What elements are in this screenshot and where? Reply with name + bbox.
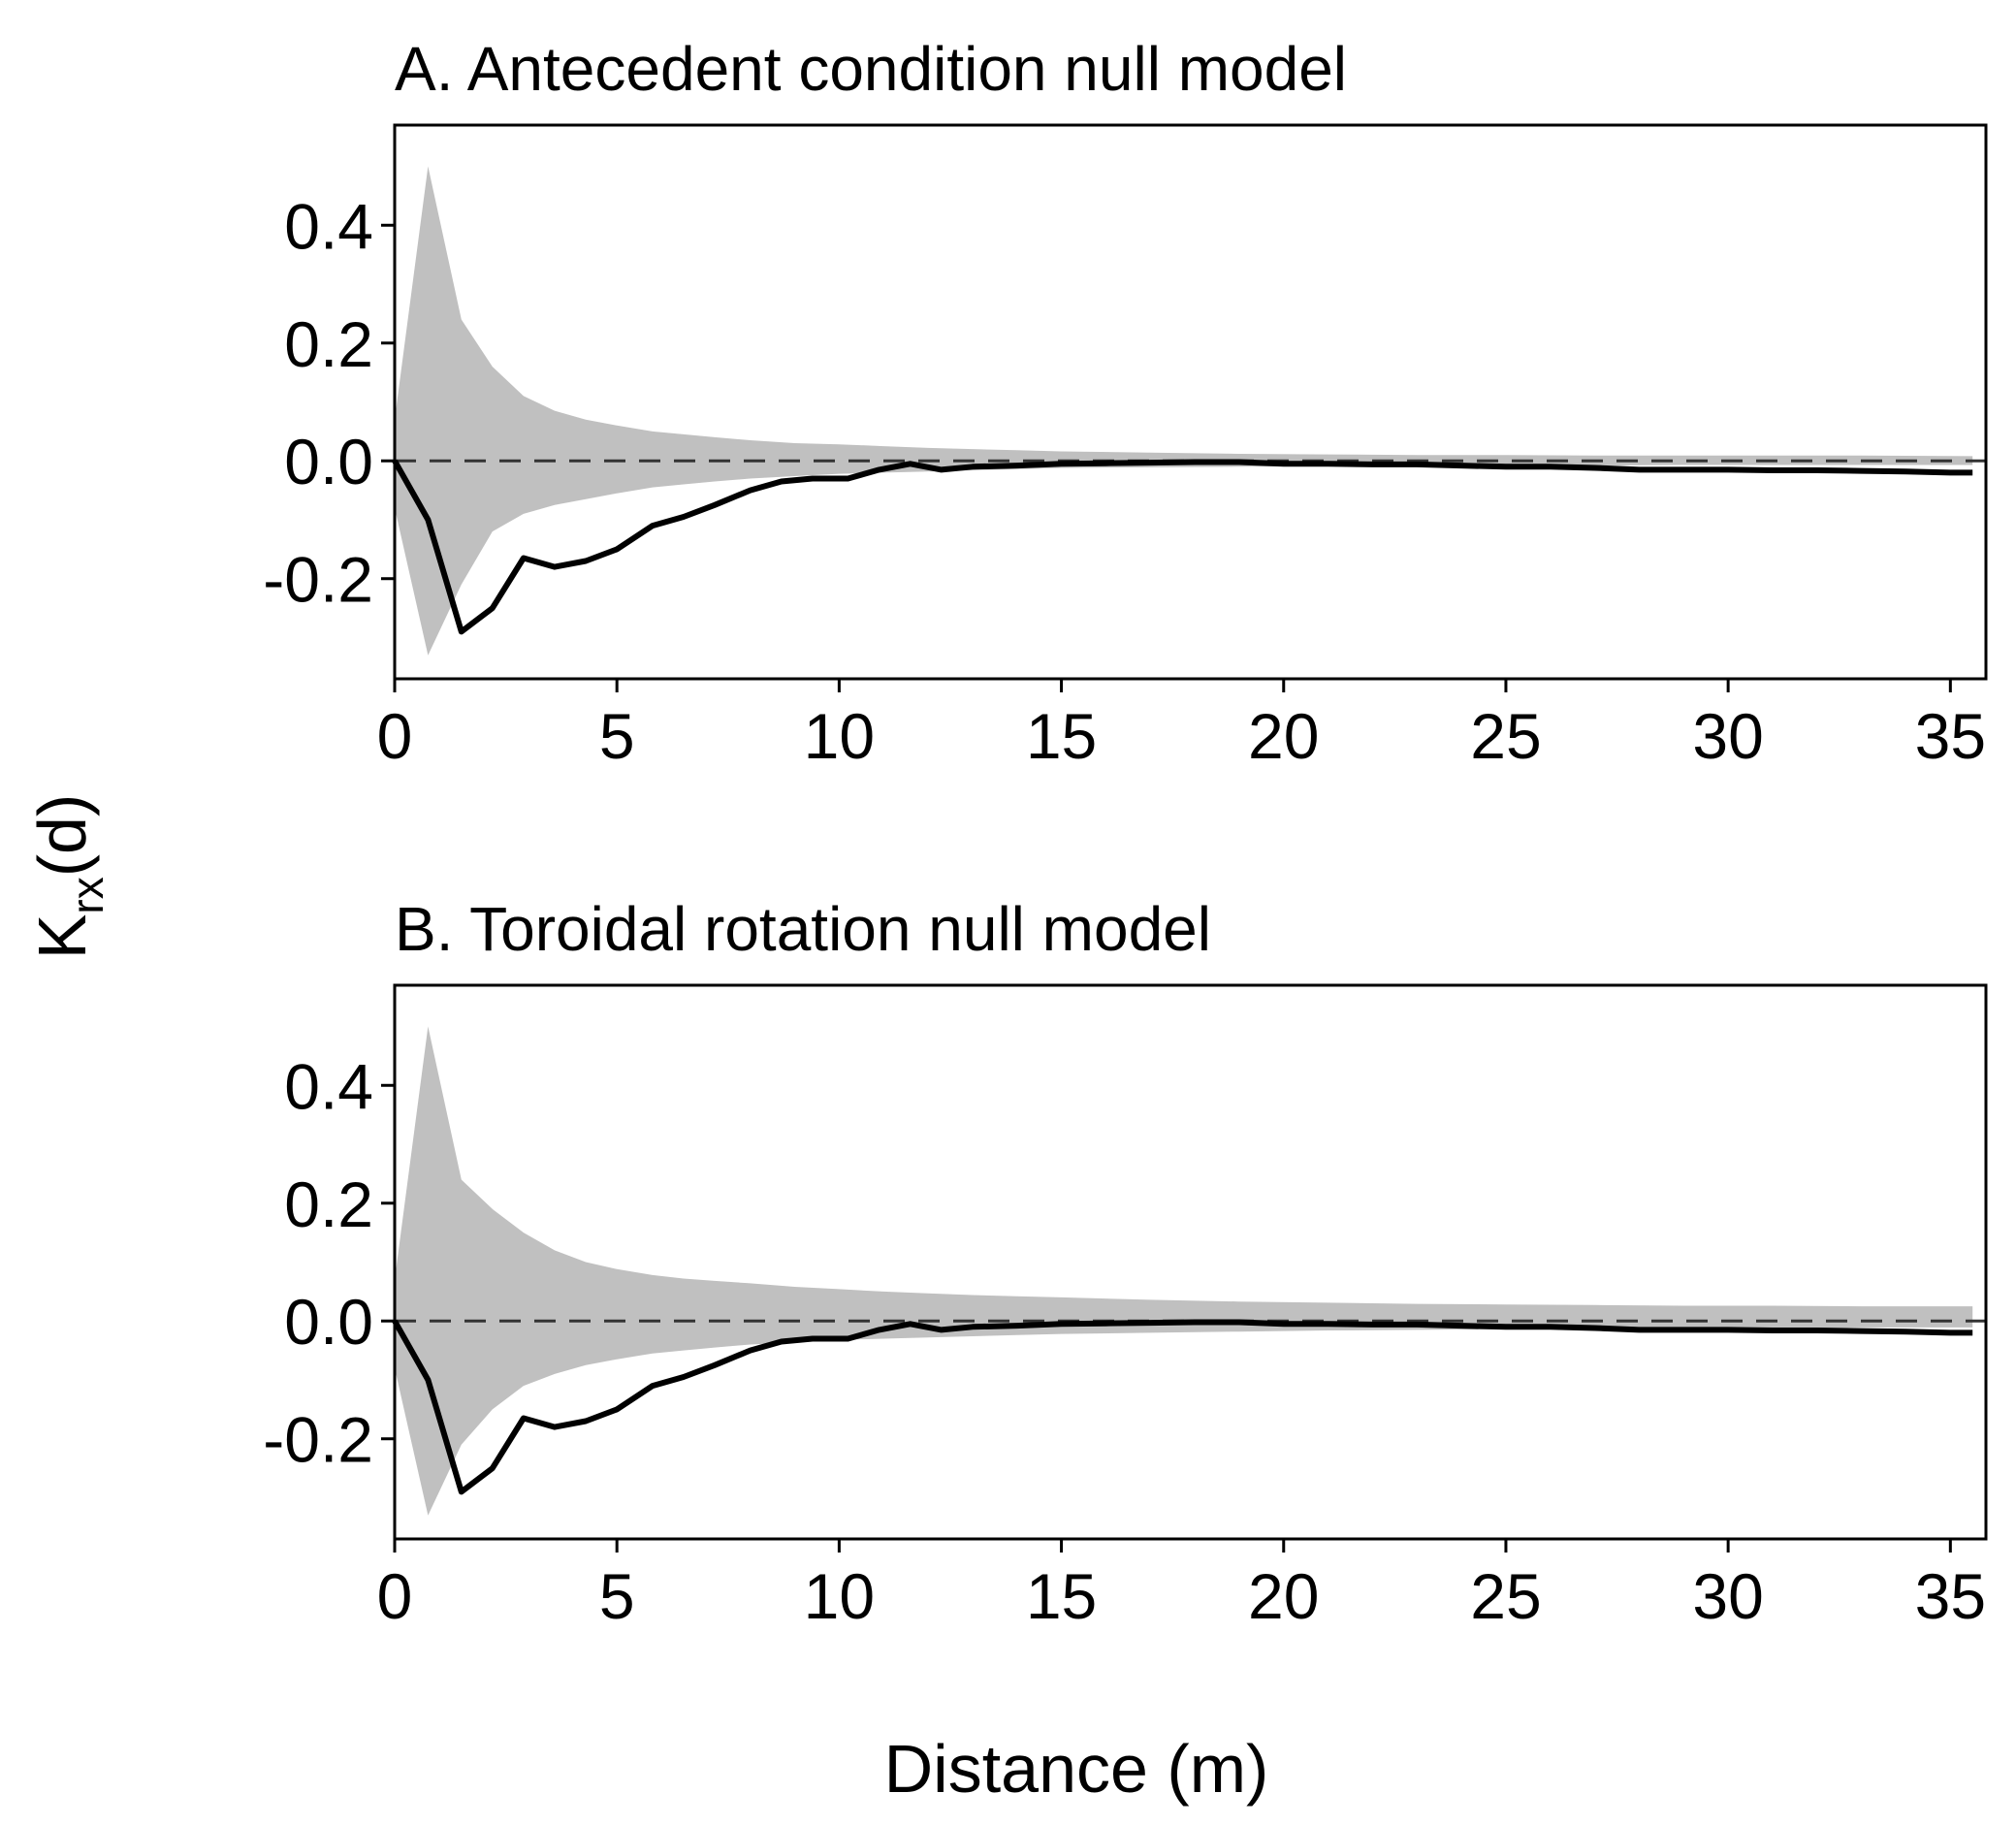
null-envelope-band xyxy=(395,166,1973,656)
x-tick-label: 25 xyxy=(1470,700,1541,772)
x-tick-label: 15 xyxy=(1026,700,1097,772)
y-tick-label: 0.0 xyxy=(284,426,373,497)
plot-frame xyxy=(393,123,1988,681)
y-tick-label: 0.4 xyxy=(284,1050,373,1122)
x-tick-label: 10 xyxy=(804,700,875,772)
x-tick-label: 30 xyxy=(1692,700,1763,772)
x-tick-label: 30 xyxy=(1692,1560,1763,1632)
y-tick-label: 0.2 xyxy=(284,308,373,380)
panel-b-title: B. Toroidal rotation null model xyxy=(395,894,1211,964)
y-axis-label: Krx(d) xyxy=(24,794,112,960)
plot-frame xyxy=(393,983,1988,1541)
observed-line xyxy=(392,459,1973,635)
panel-b: B. Toroidal rotation null model 0 5 10 15 20 2… xyxy=(263,894,1988,1632)
y-tick-label: 0.0 xyxy=(284,1286,373,1358)
panel-a: A. Antecedent condition null model 0 5 10 15… xyxy=(263,34,1988,772)
x-tick-label: 15 xyxy=(1026,1560,1097,1632)
panel-a-title: A. Antecedent condition null model xyxy=(395,34,1347,104)
y-tick-label: -0.2 xyxy=(263,1404,373,1476)
null-envelope-band xyxy=(395,1026,1973,1516)
x-tick-label: 5 xyxy=(599,700,635,772)
x-tick-label: 25 xyxy=(1470,1560,1541,1632)
x-tick-label: 0 xyxy=(377,1560,413,1632)
observed-line xyxy=(392,1319,1973,1495)
y-tick-label: 0.2 xyxy=(284,1169,373,1240)
y-tick-label: 0.4 xyxy=(284,190,373,262)
x-axis-label: Distance (m) xyxy=(884,1731,1269,1807)
x-tick-label: 10 xyxy=(804,1560,875,1632)
x-tick-label: 5 xyxy=(599,1560,635,1632)
panels: A. Antecedent condition null model 0 5 10 15… xyxy=(263,34,1988,1632)
x-tick-label: 20 xyxy=(1248,1560,1319,1632)
x-tick-label: 20 xyxy=(1248,700,1319,772)
x-tick-label: 0 xyxy=(377,700,413,772)
x-tick-label: 35 xyxy=(1915,700,1986,772)
y-tick-label: -0.2 xyxy=(263,544,373,616)
x-tick-label: 35 xyxy=(1915,1560,1986,1632)
